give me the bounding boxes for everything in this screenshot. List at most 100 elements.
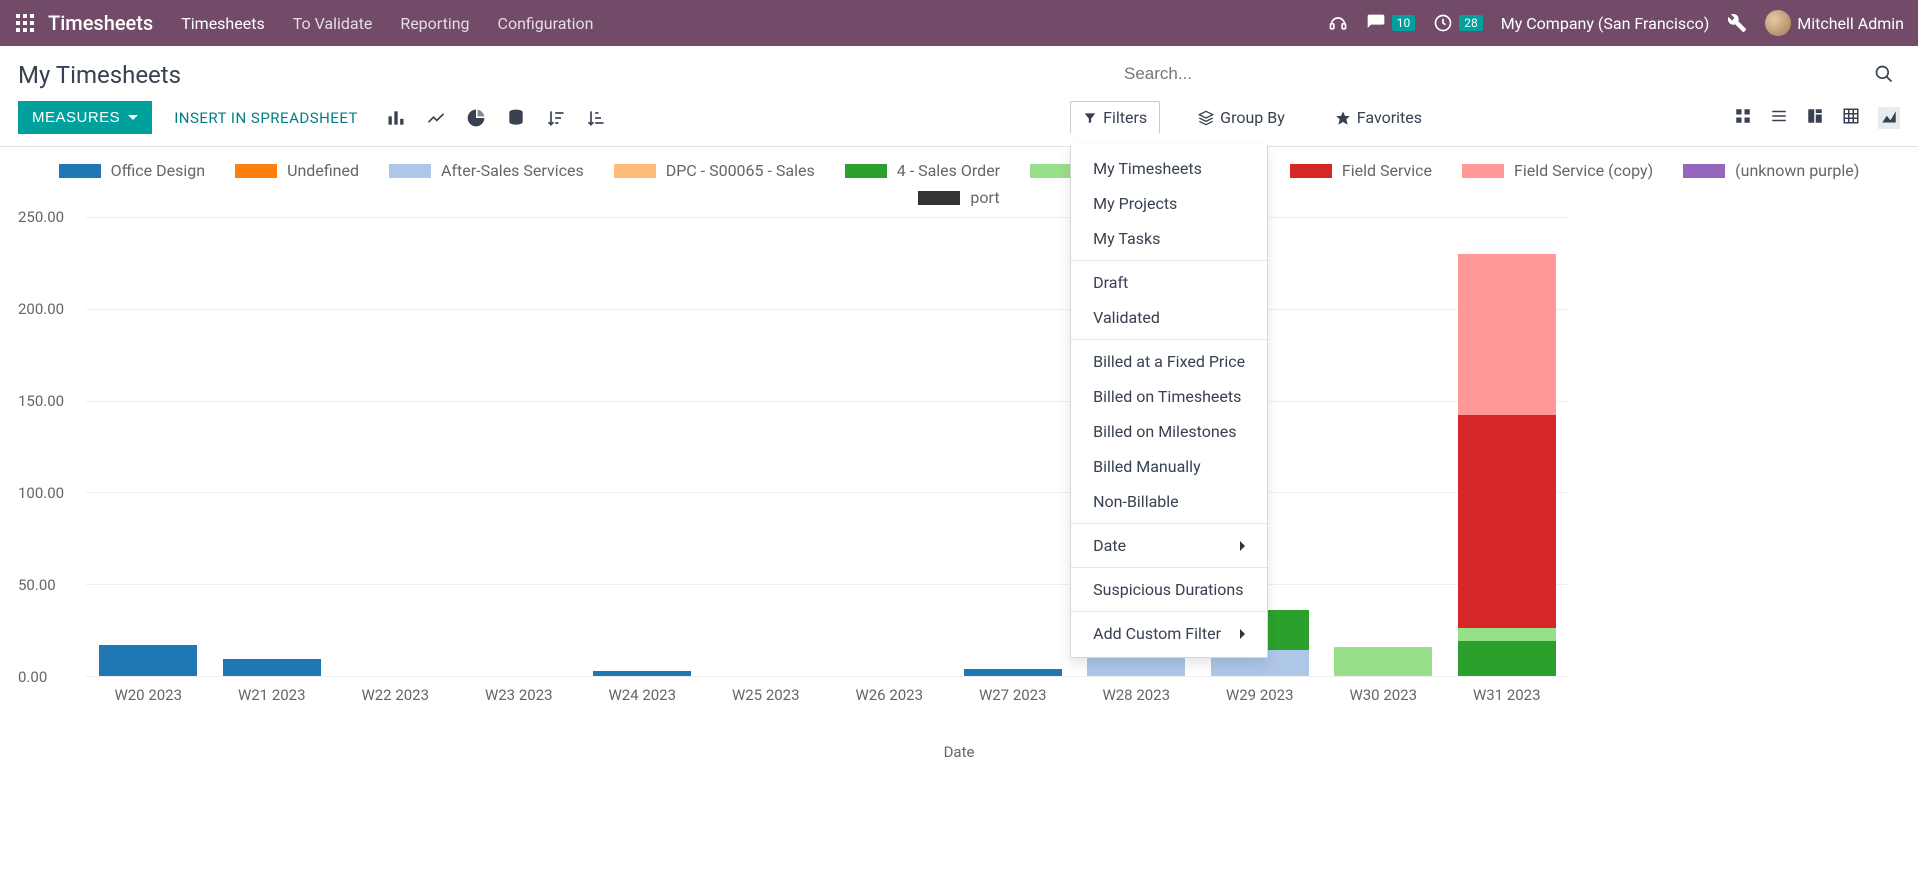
- filter-billed-fixed[interactable]: Billed at a Fixed Price: [1071, 344, 1267, 379]
- apps-icon[interactable]: [14, 12, 36, 34]
- measures-button[interactable]: MEASURES: [18, 101, 152, 134]
- filter-my-projects[interactable]: My Projects: [1071, 186, 1267, 221]
- filter-date[interactable]: Date: [1071, 528, 1267, 563]
- filter-billed-milestones[interactable]: Billed on Milestones: [1071, 414, 1267, 449]
- sort-desc-icon[interactable]: [546, 108, 566, 128]
- stacked-bar[interactable]: [1334, 647, 1432, 676]
- activities-button[interactable]: 28: [1433, 13, 1483, 33]
- bar-slot: W22 2023: [333, 217, 457, 676]
- y-axis-label: 0.00: [18, 668, 26, 686]
- pie-chart-icon[interactable]: [466, 108, 486, 128]
- filters-label: Filters: [1103, 108, 1147, 127]
- line-chart-icon[interactable]: [426, 108, 446, 128]
- chart-area: Office Design Undefined After-Sales Servic…: [0, 147, 1918, 761]
- list-view-icon[interactable]: [1770, 107, 1788, 129]
- navbar-right: 10 28 My Company (San Francisco) Mitchel…: [1328, 10, 1904, 36]
- app-brand[interactable]: Timesheets: [48, 11, 153, 35]
- top-navbar: Timesheets Timesheets To Validate Report…: [0, 0, 1918, 46]
- bar-slot: W26 2023: [827, 217, 951, 676]
- bar-segment: [1458, 641, 1556, 676]
- stacked-bar[interactable]: [1458, 254, 1556, 676]
- legend-swatch: [59, 164, 101, 178]
- menu-timesheets[interactable]: Timesheets: [181, 14, 264, 33]
- stacked-icon[interactable]: [506, 108, 526, 128]
- x-axis-label: W23 2023: [485, 676, 553, 704]
- legend-item[interactable]: Office Design: [59, 161, 205, 180]
- search-options: Filters My Timesheets My Projects My Tas…: [1070, 101, 1434, 134]
- caret-down-icon: [128, 115, 138, 120]
- legend-swatch: [614, 164, 656, 178]
- legend-swatch: [1683, 164, 1725, 178]
- x-axis-label: W24 2023: [608, 676, 676, 704]
- kanban-view-icon[interactable]: [1734, 107, 1752, 129]
- y-axis-label: 250.00: [18, 208, 26, 226]
- legend-item[interactable]: Field Service: [1290, 161, 1432, 180]
- legend-label: (unknown purple): [1735, 161, 1859, 180]
- legend-item[interactable]: 4 - Sales Order: [845, 161, 1000, 180]
- funnel-icon: [1083, 111, 1097, 125]
- stacked-bar[interactable]: [964, 669, 1062, 676]
- filter-add-custom[interactable]: Add Custom Filter: [1071, 616, 1267, 651]
- stacked-bar[interactable]: [223, 659, 321, 676]
- group-by-button[interactable]: Group By: [1186, 102, 1297, 133]
- filter-my-tasks[interactable]: My Tasks: [1071, 221, 1267, 256]
- bar-segment: [1458, 254, 1556, 416]
- filters-button[interactable]: Filters: [1070, 101, 1160, 134]
- x-axis-label: W20 2023: [114, 676, 182, 704]
- legend-item[interactable]: Field Service (copy): [1462, 161, 1653, 180]
- insert-spreadsheet-button[interactable]: INSERT IN SPREADSHEET: [174, 109, 358, 127]
- legend-item[interactable]: After-Sales Services: [389, 161, 584, 180]
- filter-billed-timesheets[interactable]: Billed on Timesheets: [1071, 379, 1267, 414]
- legend-label: port: [970, 188, 999, 207]
- main-menu: Timesheets To Validate Reporting Configu…: [181, 14, 593, 33]
- filter-draft[interactable]: Draft: [1071, 265, 1267, 300]
- y-axis-label: 200.00: [18, 300, 26, 318]
- menu-to-validate[interactable]: To Validate: [293, 14, 373, 33]
- bar-segment: [964, 669, 1062, 676]
- view-switcher: [1734, 107, 1900, 129]
- legend-item[interactable]: Undefined: [235, 161, 359, 180]
- search-box[interactable]: [1118, 60, 1900, 89]
- bar-chart-icon[interactable]: [386, 108, 406, 128]
- favorites-button[interactable]: Favorites: [1323, 102, 1434, 133]
- user-menu[interactable]: Mitchell Admin: [1765, 10, 1904, 36]
- legend-label: Field Service (copy): [1514, 161, 1653, 180]
- legend-swatch: [1290, 164, 1332, 178]
- activities-badge: 28: [1459, 15, 1483, 31]
- grid-view-icon[interactable]: [1806, 107, 1824, 129]
- x-axis-label: W29 2023: [1226, 676, 1294, 704]
- group-by-label: Group By: [1220, 108, 1285, 127]
- bar-segment: [99, 645, 197, 676]
- legend-item[interactable]: port: [918, 188, 999, 207]
- company-switcher[interactable]: My Company (San Francisco): [1501, 14, 1710, 33]
- filter-billed-manually[interactable]: Billed Manually: [1071, 449, 1267, 484]
- search-input[interactable]: [1124, 64, 1866, 84]
- search-icon[interactable]: [1874, 64, 1894, 84]
- filter-my-timesheets[interactable]: My Timesheets: [1071, 151, 1267, 186]
- y-axis-label: 150.00: [18, 392, 26, 410]
- sort-asc-icon[interactable]: [586, 108, 606, 128]
- legend-item[interactable]: (unknown purple): [1683, 161, 1859, 180]
- chevron-right-icon: [1240, 629, 1245, 639]
- control-panel: MEASURES INSERT IN SPREADSHEET Filters M…: [0, 97, 1918, 147]
- support-icon[interactable]: [1328, 13, 1348, 33]
- menu-reporting[interactable]: Reporting: [400, 14, 469, 33]
- filter-suspicious[interactable]: Suspicious Durations: [1071, 572, 1267, 607]
- legend-item[interactable]: DPC - S00065 - Sales: [614, 161, 815, 180]
- debug-icon[interactable]: [1727, 13, 1747, 33]
- favorites-label: Favorites: [1357, 108, 1422, 127]
- bar-slot: W24 2023: [580, 217, 704, 676]
- graph-view-icon[interactable]: [1878, 107, 1900, 129]
- bar-slot: W30 2023: [1321, 217, 1445, 676]
- pivot-view-icon[interactable]: [1842, 107, 1860, 129]
- stacked-bar[interactable]: [99, 645, 197, 676]
- filter-validated[interactable]: Validated: [1071, 300, 1267, 335]
- measures-label: MEASURES: [32, 109, 120, 126]
- menu-configuration[interactable]: Configuration: [498, 14, 594, 33]
- filters-dropdown: My Timesheets My Projects My Tasks Draft…: [1070, 145, 1268, 658]
- x-axis-label: W28 2023: [1102, 676, 1170, 704]
- bar-segment: [223, 659, 321, 676]
- messages-button[interactable]: 10: [1366, 13, 1416, 33]
- filter-non-billable[interactable]: Non-Billable: [1071, 484, 1267, 519]
- legend-label: Undefined: [287, 161, 359, 180]
